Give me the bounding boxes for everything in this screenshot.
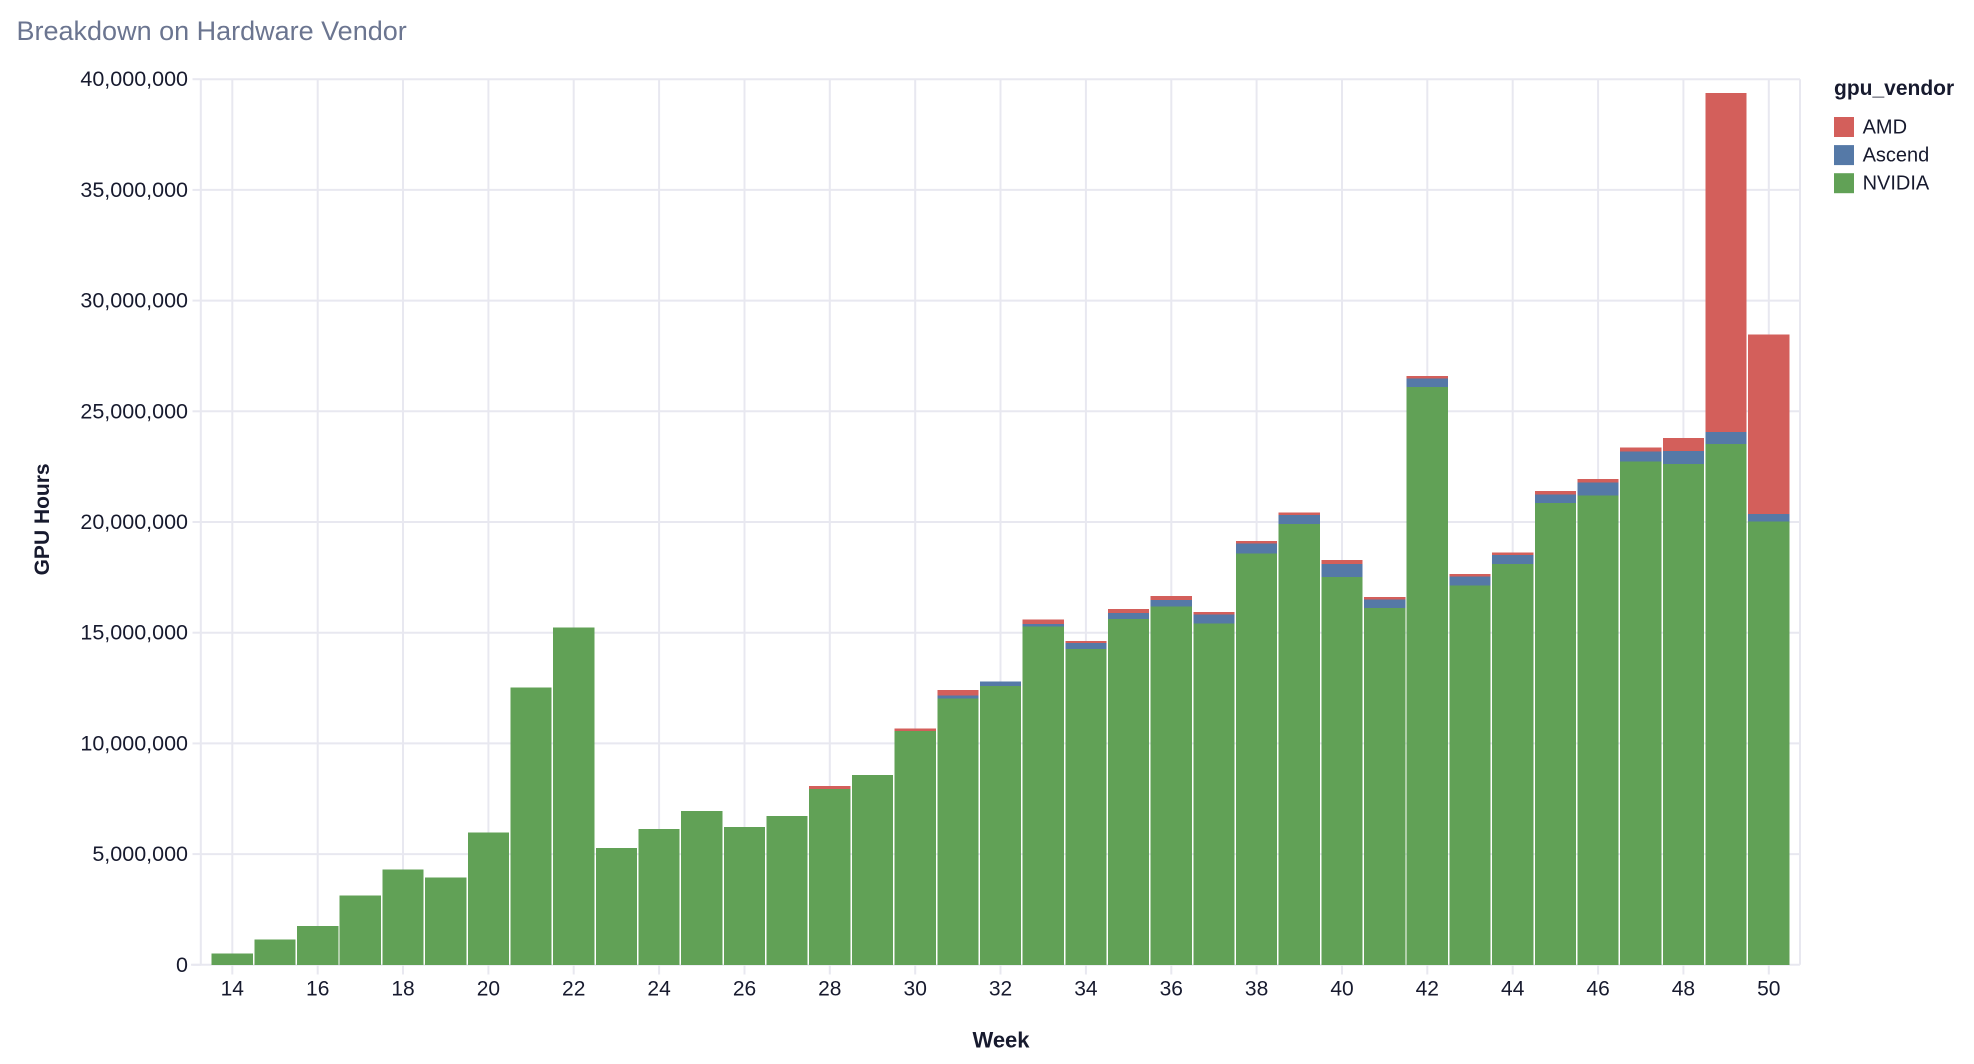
svg-text:28: 28 xyxy=(818,978,841,1001)
svg-text:25,000,000: 25,000,000 xyxy=(80,399,188,423)
svg-text:30: 30 xyxy=(904,978,927,1001)
svg-text:24: 24 xyxy=(647,978,671,1001)
svg-text:10,000,000: 10,000,000 xyxy=(80,731,188,755)
svg-text:48: 48 xyxy=(1672,978,1695,1001)
svg-text:Breakdown on Hardware Vendor: Breakdown on Hardware Vendor xyxy=(17,16,407,46)
svg-text:36: 36 xyxy=(1160,978,1183,1001)
svg-text:44: 44 xyxy=(1501,978,1525,1001)
svg-text:20,000,000: 20,000,000 xyxy=(80,510,188,534)
svg-text:46: 46 xyxy=(1586,978,1609,1001)
svg-text:GPU Hours: GPU Hours xyxy=(31,463,54,575)
svg-text:30,000,000: 30,000,000 xyxy=(80,289,188,313)
svg-text:NVIDIA: NVIDIA xyxy=(1863,173,1930,195)
svg-text:15,000,000: 15,000,000 xyxy=(80,621,188,645)
svg-text:5,000,000: 5,000,000 xyxy=(92,842,188,866)
svg-text:0: 0 xyxy=(176,953,188,977)
svg-text:26: 26 xyxy=(733,978,756,1001)
svg-text:Week: Week xyxy=(972,1028,1030,1053)
svg-text:Ascend: Ascend xyxy=(1863,144,1930,166)
svg-text:40,000,000: 40,000,000 xyxy=(80,67,188,91)
svg-text:AMD: AMD xyxy=(1863,116,1907,138)
svg-text:40: 40 xyxy=(1330,978,1353,1001)
svg-text:16: 16 xyxy=(306,978,329,1001)
svg-text:38: 38 xyxy=(1245,978,1268,1001)
svg-text:14: 14 xyxy=(221,978,245,1001)
svg-text:35,000,000: 35,000,000 xyxy=(80,178,188,202)
svg-text:42: 42 xyxy=(1416,978,1439,1001)
svg-text:22: 22 xyxy=(562,978,585,1001)
svg-text:18: 18 xyxy=(391,978,414,1001)
svg-text:20: 20 xyxy=(477,978,500,1001)
svg-text:50: 50 xyxy=(1757,978,1780,1001)
svg-text:32: 32 xyxy=(989,978,1012,1001)
svg-text:34: 34 xyxy=(1074,978,1098,1001)
svg-text:gpu_vendor: gpu_vendor xyxy=(1834,77,1954,100)
